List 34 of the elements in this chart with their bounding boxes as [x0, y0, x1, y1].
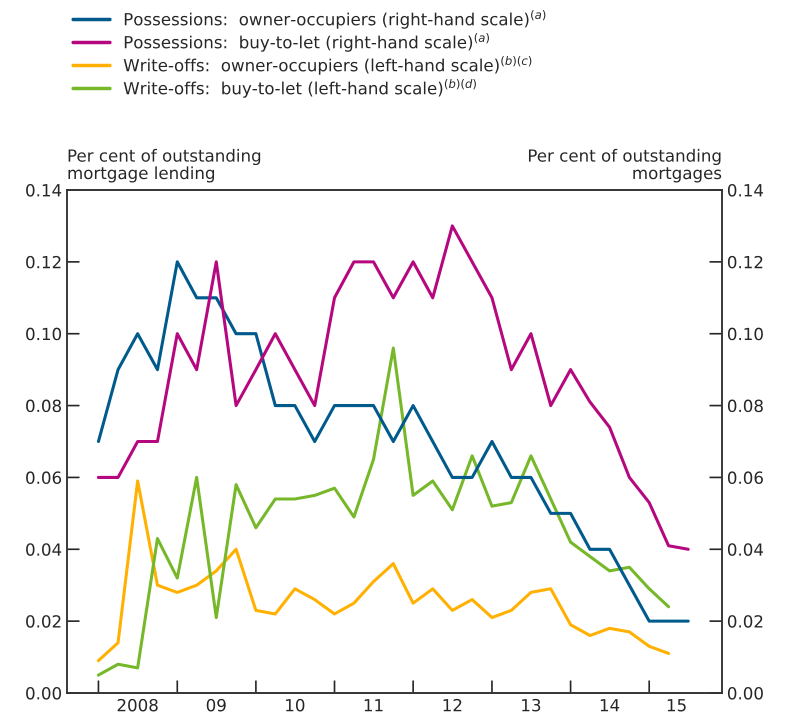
y-tick-label: 0.14 — [26, 184, 62, 197]
y-axis-title: Per cent of outstanding mortgage lending — [68, 148, 260, 182]
y2-axis-title: Per cent of outstanding mortgages — [528, 148, 722, 182]
y-tick-label: 0.02 — [26, 615, 60, 628]
y2-tick-label: 0.04 — [728, 543, 764, 556]
y2-tick-label: 0.00 — [728, 686, 763, 700]
line-series — [96, 260, 690, 623]
x-tick-label: 11 — [364, 699, 383, 712]
y-tick-label: 0.06 — [26, 471, 62, 484]
line-series — [96, 224, 690, 551]
x-tick-label: 12 — [444, 698, 462, 712]
y-tick-label: 0.08 — [26, 400, 61, 412]
x-tick-label: 09 — [206, 698, 226, 712]
y2-tick-label: 0.08 — [728, 400, 763, 412]
x-tick-label: 13 — [522, 698, 540, 712]
y2-tick-label: 0.02 — [728, 615, 762, 628]
x-tick-label: 2008 — [118, 698, 158, 712]
y-tick-label: 0.10 — [26, 328, 62, 340]
y-tick-label: 0.00 — [26, 686, 62, 700]
y2-tick-label: 0.10 — [728, 328, 763, 340]
y2-tick-label: 0.14 — [728, 184, 764, 197]
legend-label: Write-offs: owner-occupiers (left-hand scale)$^{(b)(c)}$ — [124, 56, 532, 75]
line-series — [96, 479, 670, 662]
y2-tick-label: 0.12 — [728, 256, 762, 268]
y-tick-label: 0.12 — [26, 256, 60, 268]
x-tick-label: 10 — [286, 698, 304, 712]
x-tick-label: 14 — [600, 699, 620, 712]
y-tick-label: 0.04 — [26, 543, 62, 556]
y2-tick-label: 0.06 — [728, 471, 763, 484]
x-tick-label: 15 — [668, 699, 686, 712]
legend-label: Write-offs: buy-to-let (left-hand scale)$^{(b)(d)}$ — [124, 79, 476, 98]
legend-label: Possessions: buy-to-let (right-hand scale)$^{(a)}$ — [124, 33, 489, 52]
line-series — [96, 346, 670, 677]
legend-label: Possessions: owner-occupiers (right-hand scale)$^{(a)}$ — [124, 10, 546, 29]
